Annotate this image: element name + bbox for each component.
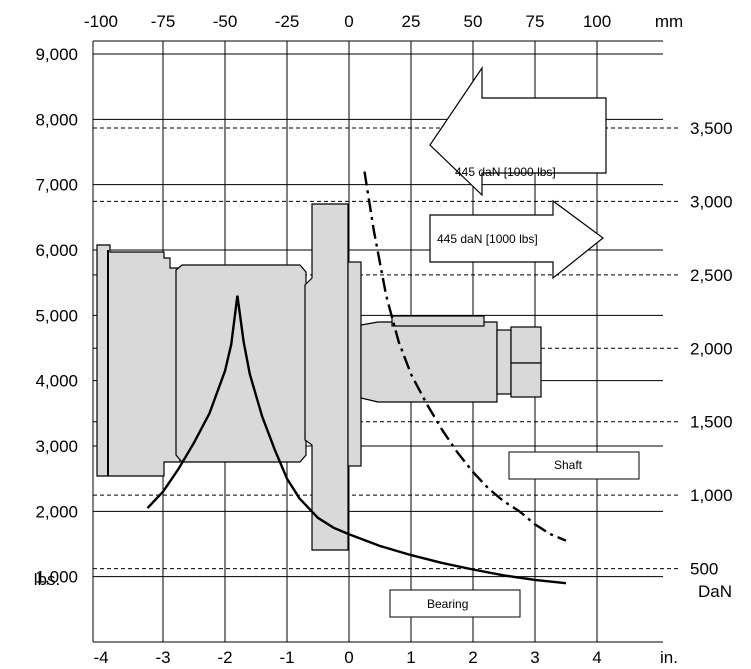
x-top-tick-label: 75 — [526, 12, 545, 31]
shaft-key — [391, 315, 485, 327]
right-arrow-label: 445 daN [1000 lbs] — [437, 232, 538, 246]
axis-labels: -4 -100 -3 -75 -2 -50 -1 -25 0 0 1 25 2 50 3 75 4 100 in. m… — [34, 12, 733, 667]
y-left-tick-label: 2,000 — [35, 502, 78, 521]
y-right-tick-label: 2,000 — [690, 339, 733, 358]
y-right-tick-label: 2,500 — [690, 266, 733, 285]
y-right-unit-label: DaN — [698, 582, 732, 601]
y-left-tick-label: 6,000 — [35, 241, 78, 260]
y-left-tick-label: 7,000 — [35, 176, 78, 195]
x-top-tick-label: -75 — [151, 12, 176, 31]
x-bottom-tick-label: -2 — [217, 648, 232, 664]
shaft-label: Shaft — [554, 458, 583, 472]
x-bottom-tick-label: 1 — [406, 648, 415, 664]
y-left-tick-label: 5,000 — [35, 306, 78, 325]
y-left-tick-label: 8,000 — [35, 110, 78, 129]
flange — [304, 203, 349, 551]
x-bottom-tick-label: -1 — [279, 648, 294, 664]
right-arrow-shape — [429, 199, 604, 280]
nut-lower — [510, 362, 542, 398]
x-bottom-tick-label: 2 — [468, 648, 477, 664]
x-top-tick-label: -25 — [275, 12, 300, 31]
bearing-curve — [146, 295, 567, 585]
y-left-tick-label: 1,000 — [35, 568, 78, 587]
x-bottom-tick-label: -3 — [155, 648, 170, 664]
left-arrow-shape — [429, 66, 607, 197]
y-left-tick-label: 4,000 — [35, 372, 78, 391]
y-left-unit-label: lbs. — [34, 570, 60, 589]
y-right-tick-label: 3,500 — [690, 119, 733, 138]
y-right-tick-label: 1,500 — [690, 413, 733, 432]
x-top-tick-label: 50 — [464, 12, 483, 31]
series-layer — [146, 171, 567, 585]
shaft-curve — [363, 171, 567, 542]
x-top-tick-label: -100 — [84, 12, 118, 31]
shaft-assembly-illustration — [96, 203, 542, 551]
y-right-tick-label: 500 — [690, 560, 718, 579]
x-bottom-tick-label: 3 — [530, 648, 539, 664]
left-load-arrow: 445 daN [1000 lbs] — [429, 66, 607, 197]
y-left-tick-label: 3,000 — [35, 437, 78, 456]
bearing-housing-left — [96, 244, 181, 477]
bearing-label-frame — [389, 589, 521, 618]
y-right-tick-label: 3,000 — [690, 192, 733, 211]
right-load-arrow: 445 daN [1000 lbs] — [429, 199, 604, 280]
x-top-tick-label: 25 — [402, 12, 421, 31]
x-top-tick-label: 0 — [344, 12, 353, 31]
x-bottom-tick-label: -4 — [93, 648, 108, 664]
shaft-legend-box: Shaft — [508, 451, 640, 480]
x-bottom-unit-label: in. — [660, 648, 678, 664]
nut-upper — [510, 326, 542, 364]
x-top-tick-label: -50 — [213, 12, 238, 31]
shaft-label-frame — [508, 451, 640, 480]
x-bottom-tick-label: 0 — [344, 648, 353, 664]
bearing-legend-box: Bearing — [389, 589, 521, 618]
bearing-label: Bearing — [427, 597, 468, 611]
shaft — [360, 321, 498, 403]
shaft-spacer — [496, 329, 512, 395]
x-top-tick-label: 100 — [583, 12, 611, 31]
y-right-tick-label: 1,000 — [690, 486, 733, 505]
left-arrow-label: 445 daN [1000 lbs] — [455, 165, 556, 179]
bearing-body — [175, 264, 307, 463]
x-bottom-tick-label: 4 — [592, 648, 601, 664]
x-top-unit-label: mm — [655, 12, 683, 31]
y-left-tick-label: 9,000 — [35, 45, 78, 64]
shaft-collar — [347, 261, 362, 467]
